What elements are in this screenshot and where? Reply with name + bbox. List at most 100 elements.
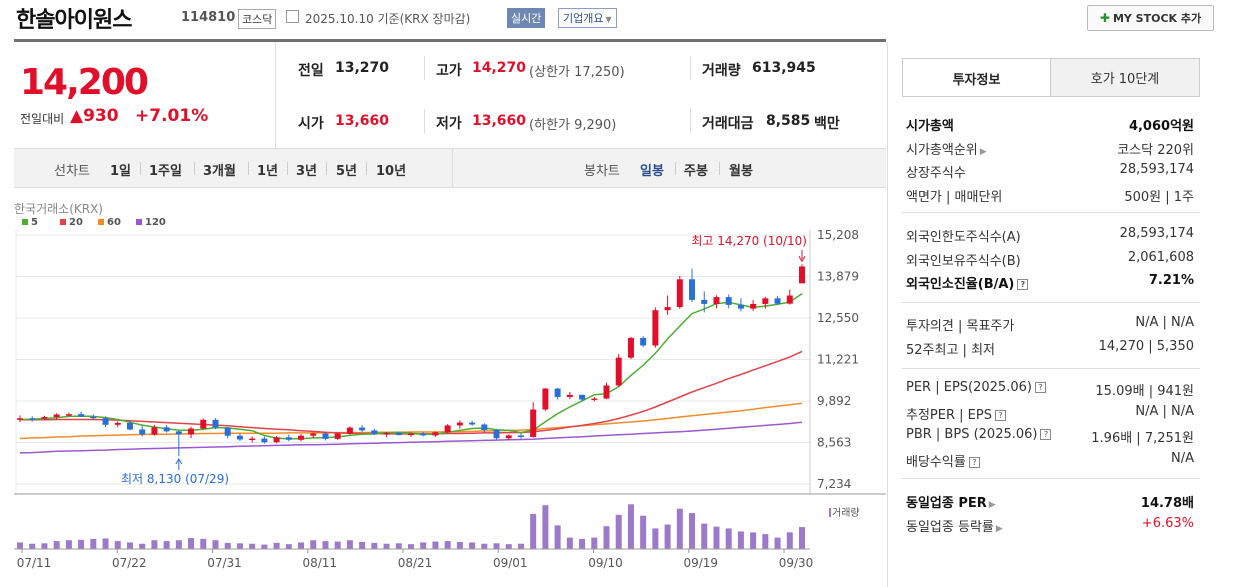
period-1w[interactable]: 1주일 (149, 164, 182, 179)
y-tick-label: 7,234 (817, 477, 851, 491)
company-overview-label: 기업개요 (563, 12, 604, 25)
candle (334, 433, 341, 439)
candle-daily[interactable]: 일봉 (640, 164, 664, 179)
info-key: 투자의견 | 목표주가 (906, 319, 1015, 334)
more-arrow-icon[interactable]: ▶ (995, 523, 1003, 534)
candle-series (17, 264, 805, 457)
tab-order-book[interactable]: 호가 10단계 (1050, 58, 1200, 97)
info-key: 동일업종 PER ▶ (906, 496, 996, 511)
candle (713, 297, 720, 304)
volume-bar (591, 537, 598, 549)
candle (126, 422, 133, 430)
help-icon[interactable]: ? (1034, 382, 1046, 393)
period-10y[interactable]: 10년 (376, 164, 407, 179)
volume-bar (236, 543, 243, 549)
info-key: PER | EPS(2025.06)? (906, 380, 1046, 399)
header-divider (14, 39, 886, 42)
realtime-button[interactable]: 실시간 (507, 8, 546, 28)
volume-bar (725, 528, 732, 549)
period-1y[interactable]: 1년 (257, 164, 279, 179)
x-tick-label: 07/11 (17, 556, 52, 570)
candle (383, 432, 390, 435)
volume-bar (17, 542, 23, 549)
volume-bar (676, 508, 683, 549)
more-arrow-icon[interactable]: ▶ (979, 146, 987, 157)
candle (322, 433, 329, 439)
volume-bar (432, 541, 439, 549)
candle (444, 425, 451, 433)
volume-bar (310, 540, 317, 549)
volume-bar (53, 541, 60, 549)
volume-bars (17, 504, 831, 549)
info-row: 외국인소진율(B/A)? 7.21% (906, 273, 1194, 292)
info-separator (902, 212, 1200, 213)
candle (41, 416, 48, 419)
period-3m[interactable]: 3개월 (203, 164, 236, 179)
info-value: 28,593,174 (1119, 226, 1194, 241)
info-row: 52주최고 | 최저 14,270 | 5,350 (906, 339, 1194, 358)
period-5y[interactable]: 5년 (336, 164, 358, 179)
period-1d[interactable]: 1일 (110, 164, 132, 179)
candle (701, 299, 708, 304)
extreme-markers: 최고 14,270 (10/10) 최저 8,130 (07/29) (121, 234, 807, 486)
ma-line-120 (19, 421, 803, 454)
high-value: 14,270 (472, 60, 527, 76)
volume-label: 거래량 (832, 507, 860, 519)
volume-bar (615, 514, 622, 549)
info-key: 외국인소진율(B/A)? (906, 273, 1029, 292)
candle (78, 414, 85, 417)
candle (627, 337, 634, 358)
volume-bar (65, 540, 72, 549)
help-icon[interactable]: ? (994, 409, 1006, 421)
tab-invest-info[interactable]: 투자정보 (902, 58, 1051, 97)
period-3y[interactable]: 3년 (296, 164, 318, 179)
info-key: 외국인한도주식수(A) (906, 230, 1021, 245)
date-text: 2025.10.10 기준(KRX 장마감) (305, 12, 471, 26)
volume-bar (139, 543, 146, 549)
info-row: 액면가 | 매매단위 500원 | 1주 (906, 186, 1194, 205)
info-row: 배당수익률? N/A (906, 451, 1194, 470)
volume-bar (689, 513, 696, 549)
volume-bar (249, 543, 256, 549)
more-arrow-icon[interactable]: ▶ (988, 500, 996, 510)
volume-bar (408, 544, 414, 549)
volume-bar (359, 541, 366, 549)
info-value: 14.78배 (1140, 496, 1194, 511)
volume-bar (542, 505, 549, 549)
info-row: 동일업종 PER ▶ 14.78배 (906, 492, 1194, 511)
candle (114, 422, 121, 425)
volume-bar (126, 542, 133, 549)
company-overview-dropdown[interactable]: 기업개요 ▼ (558, 8, 617, 28)
info-separator (902, 478, 1200, 479)
info-value: N/A | N/A (1135, 315, 1194, 330)
volume-value: 613,945 (752, 60, 816, 76)
low-value: 13,660 (472, 113, 527, 129)
candle (408, 433, 414, 436)
my-stock-add-button[interactable]: ✚ MY STOCK 추가 (1087, 5, 1214, 31)
panel-divider (887, 42, 888, 587)
info-key: 52주최고 | 최저 (906, 342, 995, 358)
volume-bar (420, 542, 427, 549)
candle (664, 307, 671, 311)
help-icon[interactable]: ? (1040, 429, 1052, 440)
candle (139, 429, 146, 435)
volume-bar (799, 527, 805, 549)
volume-bar (566, 537, 573, 549)
info-key: 동일업종 등락률 ▶ (906, 519, 1003, 535)
help-icon[interactable]: ? (1017, 279, 1029, 290)
candle (750, 303, 757, 309)
help-icon[interactable]: ? (968, 456, 980, 468)
candle-monthly[interactable]: 월봉 (729, 164, 753, 179)
volume-bar (224, 542, 231, 549)
volume-bar (762, 534, 769, 549)
info-value: 15.09배 | 941원 (1095, 384, 1194, 399)
candle (554, 388, 561, 398)
candle (175, 431, 182, 435)
y-tick-label: 11,221 (817, 353, 859, 367)
volume-bar (334, 541, 341, 549)
price-divider (275, 42, 276, 148)
info-key: 액면가 | 매매단위 (906, 189, 1003, 205)
candle-weekly[interactable]: 주봉 (684, 164, 708, 179)
candle (652, 310, 659, 346)
info-row: 외국인한도주식수(A) 28,593,174 (906, 226, 1194, 245)
